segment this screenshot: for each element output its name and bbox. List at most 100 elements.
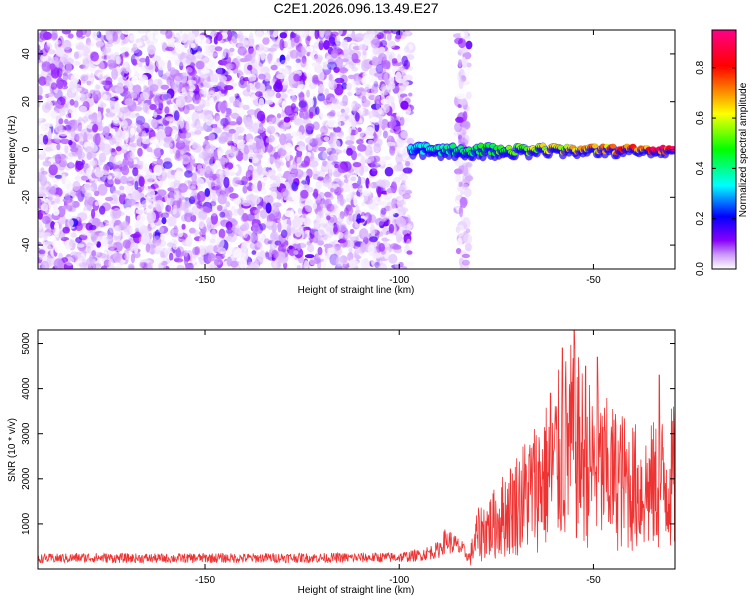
heatmap-cell [276,58,281,63]
heatmap-cell [65,61,72,74]
heatmap-cell [252,122,259,134]
heatmap-cell [333,246,343,257]
heatmap-cell [100,89,107,99]
heatmap-cell [122,61,130,74]
heatmap-cell [203,208,213,213]
heatmap-cell [95,84,101,90]
heatmap-cell [402,154,411,161]
heatmap-cell [297,84,307,92]
heatmap-cell [116,240,124,251]
heatmap-cell [180,154,191,165]
heatmap-cell [73,100,79,108]
heatmap-cell [312,173,319,180]
heatmap-cell [402,193,411,200]
heatmap-cell [318,146,327,152]
heatmap-cell [349,135,355,140]
heatmap-cell [100,34,105,41]
heatmap-cell [133,264,139,269]
heatmap-cell [233,198,242,205]
heatmap-cell [404,43,411,55]
heatmap-cell [303,231,309,238]
heatmap-cell [239,75,245,86]
heatmap-cell [311,74,320,85]
heatmap-cell [323,243,334,248]
heatmap-cell [313,188,319,199]
colorbar-gradient [711,29,737,270]
heatmap-cell [305,72,313,84]
heatmap-cell [195,217,205,229]
heatmap-cell [254,30,265,42]
heatmap-cell [383,127,390,138]
heatmap-cell [161,167,166,176]
heatmap-cell [251,84,256,90]
heatmap-cell [343,207,349,217]
heatmap-cell [80,74,89,82]
heatmap-cell [41,61,52,72]
heatmap-cell [49,186,57,195]
heatmap-cell [127,263,135,269]
heatmap-cell [57,153,67,160]
heatmap-cell [64,193,71,204]
heatmap-cell [356,213,362,225]
heatmap-cell [405,160,411,167]
heatmap-cell [94,190,100,197]
heatmap-cell [77,41,85,50]
heatmap-cell [110,149,117,157]
heatmap-cell [90,51,99,62]
heatmap-cell [318,83,325,93]
heatmap-cell [205,114,214,126]
heatmap-cell [232,64,238,74]
heatmap-cell [242,212,249,222]
heatmap-cell [249,32,254,41]
heatmap-cell [294,169,304,178]
heatmap-cell [62,72,69,82]
heatmap-cell [121,231,129,239]
heatmap-cell [284,96,294,106]
heatmap-cell [130,242,135,252]
heatmap-cell [175,43,184,55]
heatmap-cell [96,252,107,259]
heatmap-cell [132,58,138,66]
heatmap-cell [174,258,184,263]
heatmap-cell [248,138,254,146]
heatmap-cell [317,151,328,161]
heatmap-cell [332,149,342,155]
heatmap-cell [79,49,85,55]
heatmap-cell [347,74,355,80]
heatmap-cell [338,187,344,193]
heatmap-cell [130,127,135,136]
heatmap-cell [248,73,257,82]
heatmap-cell [357,127,362,133]
heatmap-cell [461,121,469,128]
heatmap-cell [90,232,96,243]
heatmap-cell [98,73,104,85]
heatmap-cell [327,61,338,70]
heatmap-cell [313,79,319,86]
heatmap-cell [54,226,60,238]
heatmap-cell [54,174,63,179]
heatmap-cell [214,46,223,52]
heatmap-cell [388,40,396,49]
heatmap-cell [55,77,65,90]
heatmap-cell [64,144,69,154]
heatmap-cell [287,135,292,142]
heatmap-cell [297,92,305,98]
heatmap-cell [156,245,164,251]
heatmap-cell [397,170,406,182]
heatmap-cell [328,111,335,117]
heatmap-cell [312,121,320,131]
heatmap-cell [44,207,50,214]
heatmap-cell [403,74,413,82]
heatmap-cell [283,116,291,123]
heatmap-cell [289,49,299,59]
heatmap-cell [204,188,211,197]
heatmap-cell [50,82,58,90]
heatmap-cell [129,33,137,43]
heatmap-cell [200,225,209,236]
heatmap-cell [371,215,377,222]
heatmap-cell [117,76,127,85]
heatmap-cell [398,149,409,161]
heatmap-cell [167,60,172,72]
heatmap-cell [95,102,102,108]
heatmap-cell [214,258,220,266]
